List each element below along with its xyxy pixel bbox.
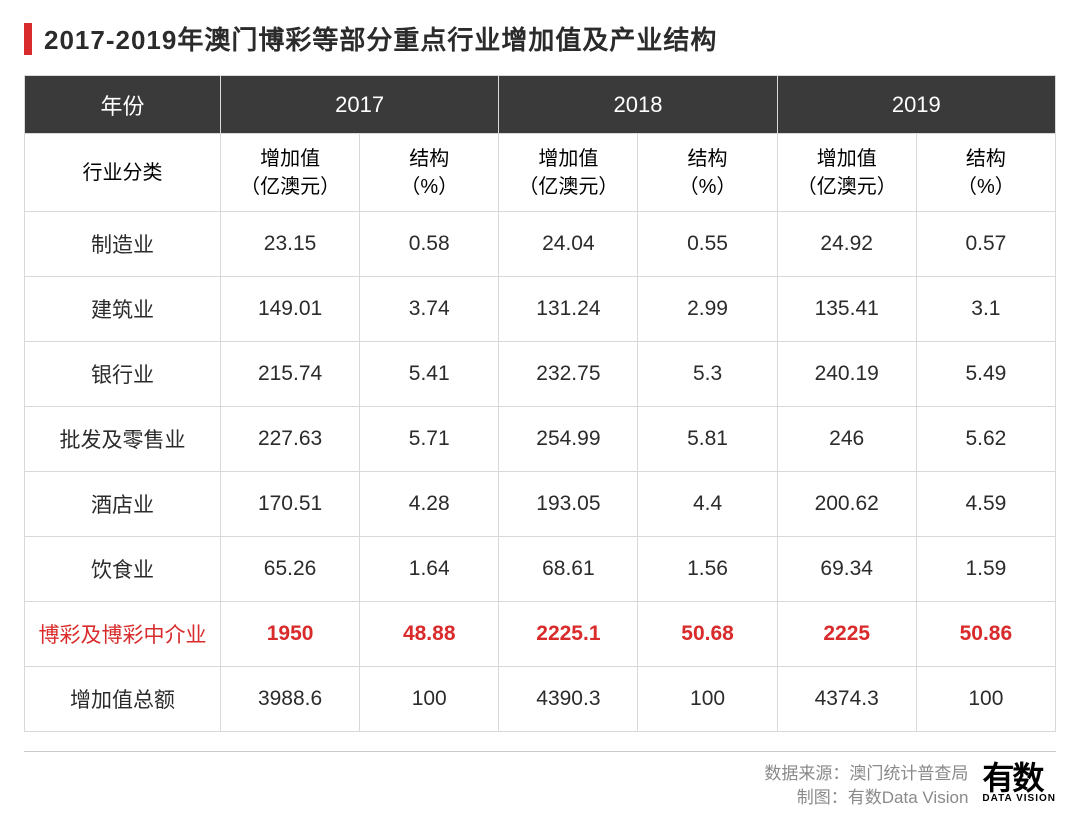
source-line: 数据来源：澳门统计普查局 (764, 762, 968, 786)
table-row: 银行业215.745.41232.755.3240.195.49 (25, 342, 1056, 407)
cell: 69.34 (777, 537, 916, 602)
year-header: 2018 (499, 76, 777, 134)
cell: 135.41 (777, 277, 916, 342)
row-label: 增加值总额 (25, 667, 221, 732)
row-label: 批发及零售业 (25, 407, 221, 472)
cell: 100 (638, 667, 777, 732)
cell: 232.75 (499, 342, 638, 407)
cell: 2225 (777, 602, 916, 667)
row-label: 制造业 (25, 212, 221, 277)
cell: 23.15 (221, 212, 360, 277)
cell: 1.59 (916, 537, 1055, 602)
table-row: 批发及零售业227.635.71254.995.812465.62 (25, 407, 1056, 472)
logo-small: DATA VISION (982, 794, 1056, 804)
cell: 65.26 (221, 537, 360, 602)
cell: 4390.3 (499, 667, 638, 732)
cell: 4.28 (360, 472, 499, 537)
footer-text: 数据来源：澳门统计普查局 制图：有数Data Vision (764, 762, 968, 810)
sub-header-ratio: 结构（%） (638, 134, 777, 212)
cell: 4.4 (638, 472, 777, 537)
table-body: 制造业23.150.5824.040.5524.920.57建筑业149.013… (25, 212, 1056, 732)
row-label: 博彩及博彩中介业 (25, 602, 221, 667)
table-row: 酒店业170.514.28193.054.4200.624.59 (25, 472, 1056, 537)
logo-big: 有数 (982, 762, 1056, 794)
cell: 50.68 (638, 602, 777, 667)
table-row: 建筑业149.013.74131.242.99135.413.1 (25, 277, 1056, 342)
sub-header-value: 增加值（亿澳元） (221, 134, 360, 212)
cell: 1.56 (638, 537, 777, 602)
cell: 24.04 (499, 212, 638, 277)
cell: 48.88 (360, 602, 499, 667)
cell: 5.71 (360, 407, 499, 472)
cell: 1950 (221, 602, 360, 667)
logo: 有数 DATA VISION (982, 762, 1056, 804)
cell: 215.74 (221, 342, 360, 407)
row-label: 建筑业 (25, 277, 221, 342)
row-label: 饮食业 (25, 537, 221, 602)
cell: 4374.3 (777, 667, 916, 732)
year-header-row: 年份 2017 2018 2019 (25, 76, 1056, 134)
table-row: 博彩及博彩中介业195048.882225.150.68222550.86 (25, 602, 1056, 667)
cell: 100 (360, 667, 499, 732)
row-label: 银行业 (25, 342, 221, 407)
cell: 200.62 (777, 472, 916, 537)
cell: 5.62 (916, 407, 1055, 472)
cell: 254.99 (499, 407, 638, 472)
credit-line: 制图：有数Data Vision (764, 786, 968, 810)
sub-header-value: 增加值（亿澳元） (777, 134, 916, 212)
year-header: 2017 (221, 76, 499, 134)
accent-bar (24, 23, 32, 55)
cell: 193.05 (499, 472, 638, 537)
category-header: 行业分类 (25, 134, 221, 212)
cell: 0.55 (638, 212, 777, 277)
cell: 50.86 (916, 602, 1055, 667)
cell: 100 (916, 667, 1055, 732)
title-bar: 2017-2019年澳门博彩等部分重点行业增加值及产业结构 (24, 20, 1056, 57)
corner-header: 年份 (25, 76, 221, 134)
cell: 5.41 (360, 342, 499, 407)
industry-table: 年份 2017 2018 2019 行业分类 增加值（亿澳元） 结构（%） 增加… (24, 75, 1056, 732)
table-row: 饮食业65.261.6468.611.5669.341.59 (25, 537, 1056, 602)
cell: 3.74 (360, 277, 499, 342)
cell: 5.49 (916, 342, 1055, 407)
cell: 3.1 (916, 277, 1055, 342)
page-title: 2017-2019年澳门博彩等部分重点行业增加值及产业结构 (44, 20, 717, 57)
cell: 227.63 (221, 407, 360, 472)
cell: 5.3 (638, 342, 777, 407)
row-label: 酒店业 (25, 472, 221, 537)
cell: 24.92 (777, 212, 916, 277)
sub-header-ratio: 结构（%） (916, 134, 1055, 212)
cell: 3988.6 (221, 667, 360, 732)
cell: 5.81 (638, 407, 777, 472)
cell: 1.64 (360, 537, 499, 602)
cell: 149.01 (221, 277, 360, 342)
cell: 246 (777, 407, 916, 472)
cell: 131.24 (499, 277, 638, 342)
year-header: 2019 (777, 76, 1055, 134)
cell: 4.59 (916, 472, 1055, 537)
cell: 170.51 (221, 472, 360, 537)
sub-header-row: 行业分类 增加值（亿澳元） 结构（%） 增加值（亿澳元） 结构（%） 增加值（亿… (25, 134, 1056, 212)
table-row: 制造业23.150.5824.040.5524.920.57 (25, 212, 1056, 277)
table-row: 增加值总额3988.61004390.31004374.3100 (25, 667, 1056, 732)
cell: 68.61 (499, 537, 638, 602)
cell: 0.57 (916, 212, 1055, 277)
cell: 2225.1 (499, 602, 638, 667)
sub-header-ratio: 结构（%） (360, 134, 499, 212)
sub-header-value: 增加值（亿澳元） (499, 134, 638, 212)
cell: 2.99 (638, 277, 777, 342)
cell: 0.58 (360, 212, 499, 277)
cell: 240.19 (777, 342, 916, 407)
footer: 数据来源：澳门统计普查局 制图：有数Data Vision 有数 DATA VI… (24, 751, 1056, 810)
